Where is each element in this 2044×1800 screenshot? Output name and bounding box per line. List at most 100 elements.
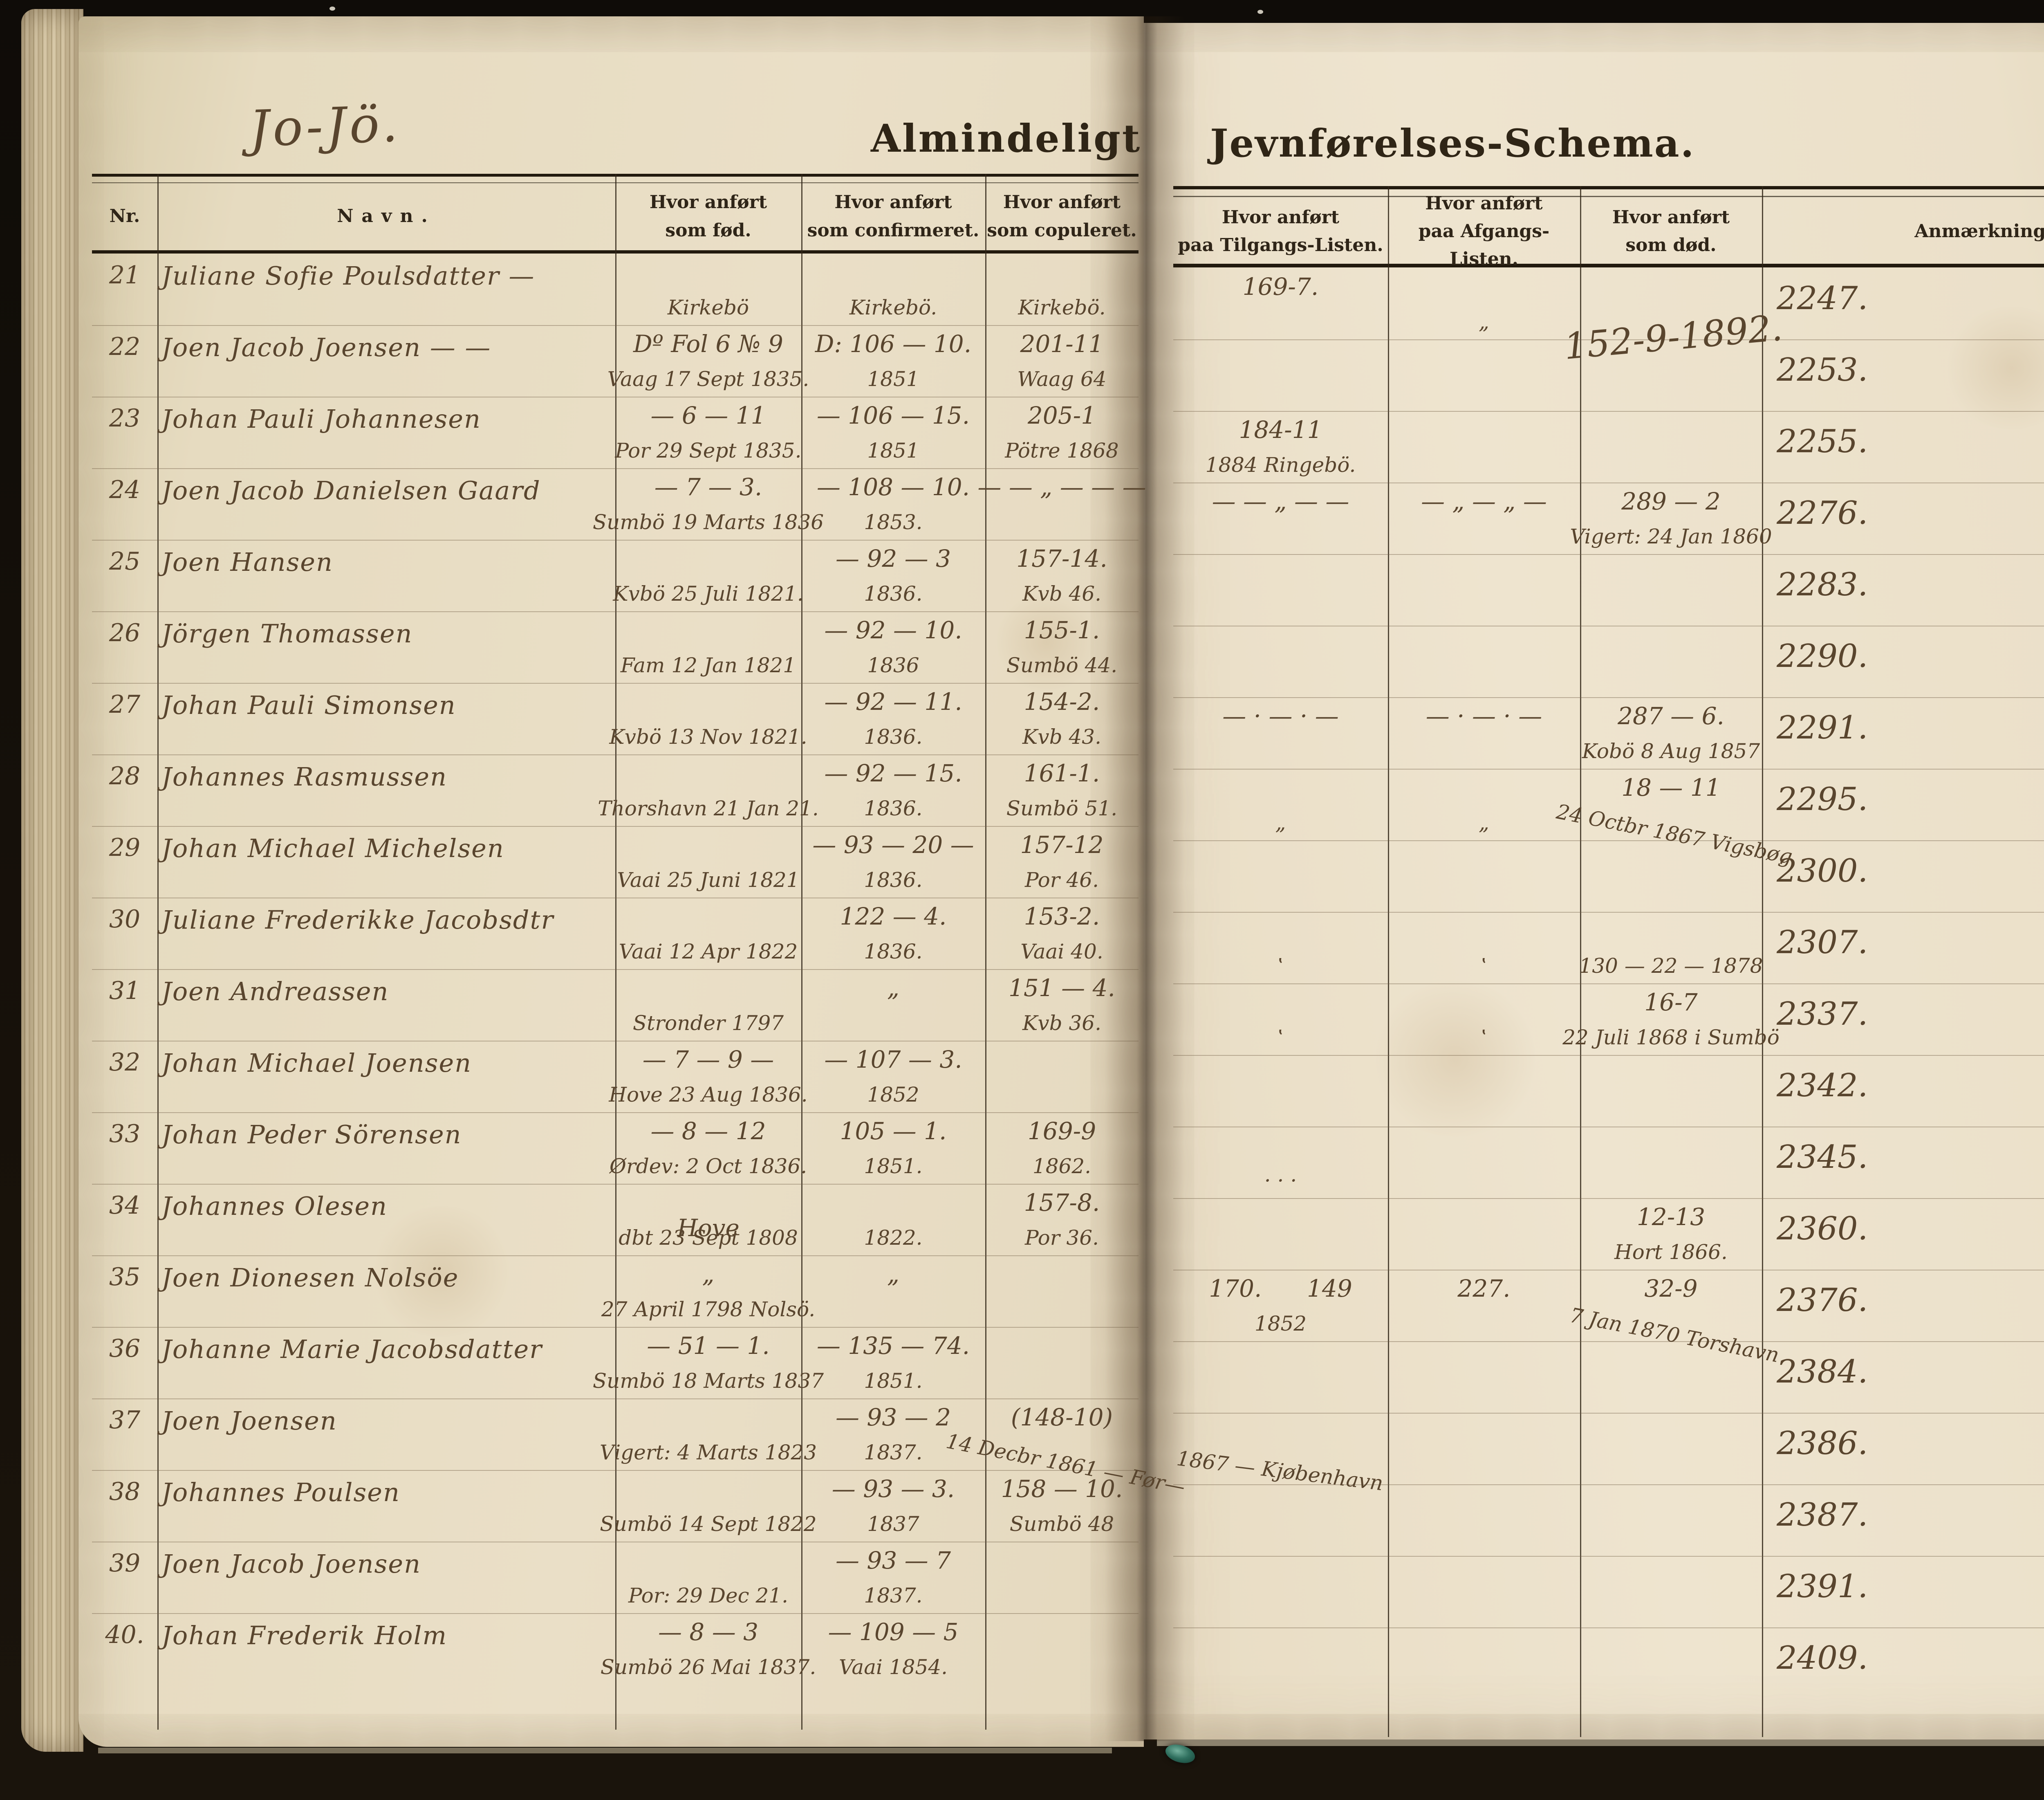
row-line: [1173, 411, 2044, 412]
cell-navn: Johan Frederik Holm: [157, 1613, 615, 1685]
cell-cop: Kirkebö.: [985, 254, 1139, 325]
cell-conf: — 109 — 5 Vaai 1854.: [801, 1613, 985, 1685]
entry-text: 2391.: [1777, 1568, 1868, 1605]
entry-text: — 93 — 20 —: [812, 831, 974, 859]
entry-text: Vaai 25 Juni 1821: [617, 868, 799, 892]
right-page-bottom-edge: [1157, 1739, 2044, 1746]
entry-text: Johan Michael Joensen: [161, 1048, 472, 1078]
entry-text: — · — · —: [1426, 702, 1542, 730]
entry-text: 201-11: [1020, 330, 1103, 358]
entry-text: 2247.: [1777, 280, 1868, 317]
cell-fod: Kvbö 13 Nov 1821.: [609, 683, 807, 754]
entry-text: 27: [109, 690, 140, 719]
cell-anm: 2360.: [1762, 1198, 2044, 1270]
cell-conf: D: 106 — 10. 1851: [801, 325, 985, 397]
cell-cop: 205-1 Pötre 1868: [985, 397, 1139, 468]
column-header-afg: Hvor anført paa Afgangs-Listen.: [1388, 193, 1580, 269]
entry-text: 2276.: [1777, 495, 1868, 532]
cell-anm: 2247.: [1762, 268, 2044, 339]
entry-text: 1836.: [864, 940, 922, 963]
cell-til: „: [1173, 769, 1388, 840]
entry-text: 32-9: [1644, 1275, 1697, 1302]
entry-text: „: [702, 1260, 714, 1288]
cell-nr: 36: [92, 1327, 157, 1398]
column-header-cop: Hvor anført som copuleret.: [985, 183, 1139, 250]
cell-conf: — 92 — 3 1836.: [801, 540, 985, 611]
entry-text: 1852: [1255, 1312, 1307, 1335]
cell-afg: ‛: [1388, 912, 1580, 983]
entry-text: — 7 — 3.: [654, 473, 762, 501]
left-page: [78, 16, 1144, 1747]
entry-text: 155-1.: [1024, 616, 1100, 644]
cell-nr: 26: [92, 611, 157, 683]
entry-text: 25: [109, 547, 140, 576]
row-line: [92, 1470, 1139, 1471]
cell-anm: 2283.: [1762, 554, 2044, 626]
cell-til: 170. 149 1852: [1173, 1270, 1388, 1341]
entry-text: 28: [109, 762, 140, 790]
entry-text: ‛: [1278, 1026, 1284, 1049]
entry-text: 227.: [1457, 1275, 1510, 1302]
cell-nr: 35: [92, 1255, 157, 1327]
entry-text: — 108 — 10.: [817, 473, 970, 501]
entry-text: Johan Michael Michelsen: [161, 833, 504, 863]
entry-text: 12-13: [1637, 1203, 1705, 1231]
cell-navn: Johan Michael Joensen: [157, 1041, 615, 1112]
cell-dod: 18 — 11 24 Octbr 1867 Vigsbøg: [1555, 769, 1795, 869]
entry-text: 2342.: [1777, 1067, 1868, 1104]
entry-text: 205-1: [1028, 402, 1096, 429]
entry-text: 1851.: [864, 1154, 922, 1178]
entry-text: 169-9: [1028, 1117, 1096, 1145]
entry-text: — 109 — 5: [828, 1618, 959, 1646]
column-line: [615, 174, 616, 1730]
row-line: [92, 826, 1139, 827]
cell-dod: 287 — 6. Kobö 8 Aug 1857: [1580, 697, 1762, 769]
entry-text: 21: [109, 261, 140, 290]
entry-text: — 92 — 15.: [824, 759, 962, 787]
row-line: [92, 468, 1139, 469]
cell-anm: 2337.: [1762, 983, 2044, 1055]
cell-conf: Kirkebö.: [801, 254, 985, 325]
entry-text: Hort 1866.: [1614, 1240, 1728, 1264]
cell-cop: 154-2. Kvb 43.: [985, 683, 1139, 754]
entry-text: Hove 23 Aug 1836.: [609, 1083, 807, 1106]
cell-nr: 32: [92, 1041, 157, 1112]
cell-dod: 152-9-1892.: [1562, 268, 1784, 368]
cell-navn: Johan Peder Sörensen: [157, 1112, 615, 1184]
cell-anm: 2342.: [1762, 1055, 2044, 1127]
cell-navn: Juliane Frederikke Jacobsdtr: [157, 898, 615, 969]
entry-text: — 92 — 10.: [824, 616, 962, 644]
entry-text: 30: [109, 905, 140, 934]
cell-conf: „: [801, 969, 985, 1041]
entry-text: 40.: [105, 1620, 144, 1649]
entry-text: (148-10): [1011, 1403, 1113, 1431]
column-header-nr: Nr.: [92, 183, 157, 250]
entry-text: — 8 — 12: [650, 1117, 766, 1145]
cell-navn: Joen Jacob Danielsen Gaard: [157, 468, 615, 540]
column-header-til: Hvor anført paa Tilgangs-Listen.: [1173, 199, 1388, 264]
cell-nr: 21: [92, 254, 157, 325]
cell-conf: — 92 — 10. 1836: [801, 611, 985, 683]
entry-text: 161-1.: [1024, 759, 1100, 787]
entry-text: „: [1479, 310, 1489, 334]
entry-text: Johannes Poulsen: [161, 1477, 400, 1507]
entry-text: 158 — 10.: [1001, 1475, 1123, 1503]
row-line: [1173, 554, 2044, 555]
entry-text: 1851.: [864, 1369, 922, 1393]
cell-fod: Stronder 1797: [615, 969, 801, 1041]
cell-afg: — · — · —: [1388, 697, 1580, 769]
entry-text: Johan Pauli Johannesen: [161, 404, 481, 434]
entry-text: Kvb 46.: [1022, 582, 1101, 606]
entry-text: — 51 — 1.: [647, 1332, 769, 1360]
cell-til: — — „ — —: [1173, 483, 1388, 554]
entry-text: — 6 — 11: [650, 402, 766, 429]
entry-text: Sumbö 44.: [1006, 653, 1117, 677]
column-line: [157, 174, 159, 1730]
entry-text: 1852: [867, 1083, 919, 1106]
entry-text: Pötre 1868: [1005, 439, 1118, 462]
cell-fod: — 7 — 9 — Hove 23 Aug 1836.: [609, 1041, 807, 1112]
column-header-line: som confirmeret.: [807, 217, 979, 245]
entry-text: — 92 — 3: [836, 545, 951, 572]
entry-text: 1851: [867, 439, 919, 462]
row-line: [1173, 912, 2044, 913]
